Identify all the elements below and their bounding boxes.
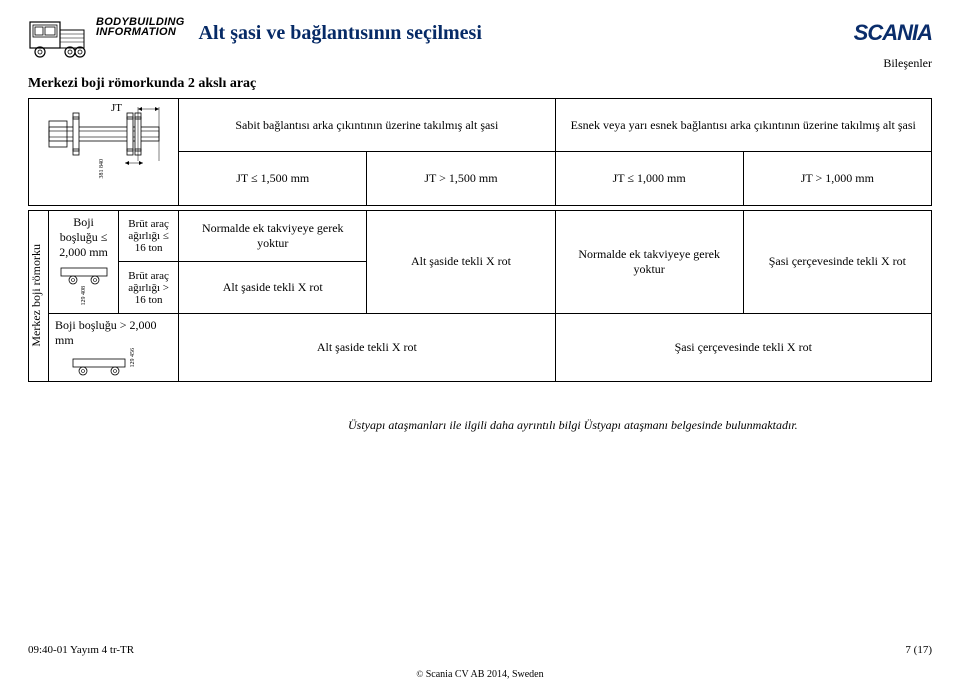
bogie-axle-icon-2 bbox=[71, 355, 127, 377]
jt-c4: JT > 1,000 mm bbox=[743, 152, 931, 205]
bogie-r1-small-id: 129 408 bbox=[81, 286, 87, 306]
section-side-label: Bileşenler bbox=[883, 56, 932, 71]
chassis-small-id: 381 840 bbox=[99, 159, 105, 179]
footer-center-text: Scania CV AB 2014, Sweden bbox=[426, 669, 544, 680]
footnote: Üstyapı ataşmanları ile ilgili daha ayrı… bbox=[348, 418, 888, 434]
bogie-r3-small-id: 129 456 bbox=[130, 348, 136, 368]
bogie-r1-label: Boji boşluğu ≤ 2,000 mm bbox=[55, 215, 112, 260]
bogie-alt-2: Alt şaside tekli X rot bbox=[179, 262, 367, 314]
bodybuilding-info-label: BODYBUILDING INFORMATION bbox=[96, 18, 185, 38]
footer-left: 09:40-01 Yayım 4 tr-TR bbox=[28, 644, 134, 656]
section-title: Merkezi boji römorkunda 2 akslı araç bbox=[28, 76, 932, 92]
bogie-sasi-1: Şasi çerçevesinde tekli X rot bbox=[743, 210, 931, 314]
bogie-alt-3: Alt şaside tekli X rot bbox=[179, 314, 555, 382]
truck-icon bbox=[28, 16, 88, 58]
page-footer: 09:40-01 Yayım 4 tr-TR 7 (17) © Scania C… bbox=[28, 669, 932, 680]
copyright-symbol: © bbox=[416, 669, 423, 679]
scania-logo: SCANIA bbox=[854, 20, 932, 46]
jt-dim-label: JT bbox=[111, 102, 122, 114]
jt-header-left: Sabit bağlantısı arka çıkıntının üzerine… bbox=[179, 99, 555, 152]
bogie-axle-icon-1 bbox=[59, 264, 109, 286]
bogie-r2b: Brüt araç ağırlığı > 16 ton bbox=[119, 262, 179, 314]
jt-c1: JT ≤ 1,500 mm bbox=[179, 152, 367, 205]
bogie-r3-label: Boji boşluğu > 2,000 mm bbox=[55, 318, 156, 347]
table-jt: JT 381 840 Sabit bağlantısı arka çıkıntı… bbox=[28, 98, 932, 206]
vlabel: Merkez boji römorku bbox=[29, 244, 44, 347]
jt-c2: JT > 1,500 mm bbox=[367, 152, 555, 205]
table-bogie: Merkez boji römorku Boji boşluğu ≤ 2,000… bbox=[28, 210, 932, 382]
footer-right: 7 (17) bbox=[905, 644, 932, 656]
bogie-sasi-2: Şasi çerçevesinde tekli X rot bbox=[555, 314, 931, 382]
bogie-norm-2: Normalde ek takviyeye gerek yoktur bbox=[555, 210, 743, 314]
page-header: BODYBUILDING INFORMATION Alt şasi ve bağ… bbox=[28, 16, 932, 58]
bogie-norm-1: Normalde ek takviyeye gerek yoktur bbox=[179, 210, 367, 262]
jt-c3: JT ≤ 1,000 mm bbox=[555, 152, 743, 205]
bogie-r2a: Brüt araç ağırlığı ≤ 16 ton bbox=[119, 210, 179, 262]
footer-center: © Scania CV AB 2014, Sweden bbox=[28, 669, 932, 680]
bogie-alt-1: Alt şaside tekli X rot bbox=[367, 210, 555, 314]
jt-header-right: Esnek veya yarı esnek bağlantısı arka çı… bbox=[555, 99, 931, 152]
document-title: Alt şasi ve bağlantısının seçilmesi bbox=[199, 22, 482, 45]
bi-line2: INFORMATION bbox=[96, 28, 185, 38]
